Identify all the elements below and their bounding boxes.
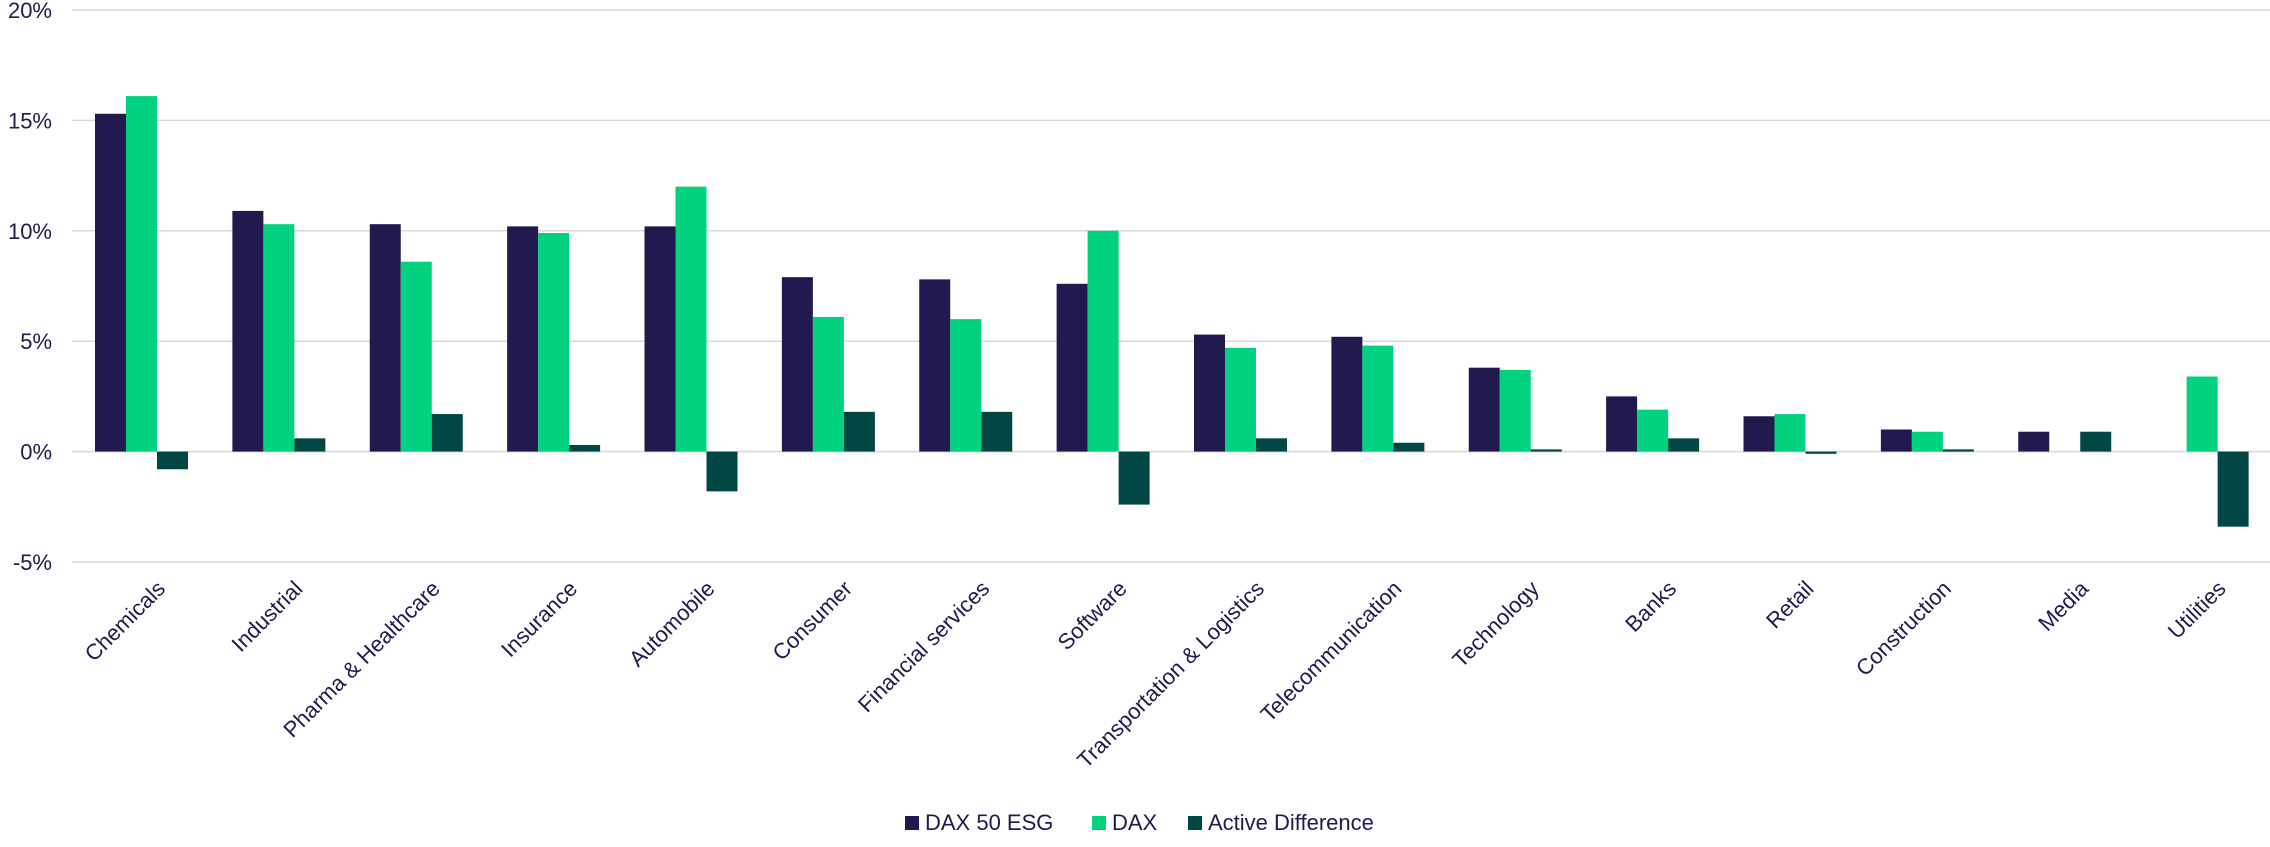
bar-dax bbox=[2186, 376, 2218, 452]
bar-active-difference bbox=[1805, 451, 1837, 454]
bar-dax bbox=[1225, 347, 1256, 452]
bar-active-difference bbox=[981, 411, 1013, 452]
x-tick-label: Industrial bbox=[227, 576, 308, 657]
bar-dax-50-esg bbox=[369, 224, 401, 452]
legend-swatch bbox=[905, 816, 919, 830]
legend-label: DAX bbox=[1112, 810, 1158, 835]
legend-label: Active Difference bbox=[1208, 810, 1374, 835]
bar-dax bbox=[126, 96, 157, 452]
bars bbox=[95, 96, 2249, 527]
y-tick-label: -5% bbox=[13, 550, 52, 575]
x-tick-label: Technology bbox=[1447, 576, 1543, 672]
bar-active-difference bbox=[706, 451, 738, 492]
y-tick-label: 0% bbox=[20, 440, 52, 465]
x-tick-label: Telecommunication bbox=[1256, 576, 1407, 727]
bar-active-difference bbox=[1942, 449, 1974, 452]
x-tick-label: Automobile bbox=[624, 576, 720, 672]
bar-dax-50-esg bbox=[644, 226, 676, 452]
bar-active-difference bbox=[1530, 449, 1562, 452]
bar-dax bbox=[1362, 345, 1394, 452]
x-tick-label: Banks bbox=[1620, 576, 1681, 637]
bar-dax bbox=[812, 316, 844, 452]
y-tick-label: 5% bbox=[20, 329, 52, 354]
bar-dax-50-esg bbox=[1743, 416, 1775, 452]
bar-dax-50-esg bbox=[507, 226, 539, 452]
bar-active-difference bbox=[1118, 451, 1150, 505]
bar-dax-50-esg bbox=[95, 113, 126, 452]
bar-active-difference bbox=[1393, 442, 1425, 452]
bar-dax bbox=[1087, 230, 1119, 452]
bar-dax-50-esg bbox=[1606, 396, 1638, 452]
bar-dax bbox=[400, 261, 432, 452]
y-tick-label: 10% bbox=[8, 219, 52, 244]
y-axis: -5% 0% 5% 10% 15% 20% bbox=[8, 0, 52, 575]
bar-dax-50-esg bbox=[2018, 431, 2050, 452]
bar-dax-50-esg bbox=[1468, 367, 1500, 452]
x-tick-label: Construction bbox=[1851, 576, 1956, 681]
x-tick-label: Utilities bbox=[2163, 576, 2231, 644]
bar-dax-50-esg bbox=[1880, 429, 1912, 452]
x-tick-label: Software bbox=[1053, 576, 1132, 655]
y-tick-label: 15% bbox=[8, 108, 52, 133]
bar-active-difference bbox=[294, 438, 326, 452]
bar-dax-50-esg bbox=[919, 279, 951, 452]
bar-dax-50-esg bbox=[232, 210, 264, 452]
bar-active-difference bbox=[2217, 451, 2249, 527]
bar-dax bbox=[1499, 369, 1531, 452]
bar-dax-50-esg bbox=[1331, 336, 1363, 452]
bar-dax bbox=[950, 319, 982, 452]
bar-active-difference bbox=[431, 414, 463, 452]
bar-dax bbox=[1774, 414, 1806, 452]
bar-dax bbox=[1911, 431, 1943, 452]
x-tick-label: Chemicals bbox=[80, 576, 170, 666]
bar-dax bbox=[538, 233, 570, 452]
bar-active-difference bbox=[157, 451, 188, 470]
bar-active-difference bbox=[1668, 438, 1700, 452]
legend-label: DAX 50 ESG bbox=[925, 810, 1053, 835]
y-tick-label: 20% bbox=[8, 0, 52, 23]
legend-swatch bbox=[1188, 816, 1202, 830]
x-tick-label: Consumer bbox=[767, 576, 856, 665]
x-tick-label: Insurance bbox=[496, 576, 582, 662]
bar-active-difference bbox=[569, 444, 601, 452]
legend-swatch bbox=[1092, 816, 1106, 830]
x-tick-label: Media bbox=[2033, 575, 2094, 636]
bar-dax bbox=[675, 186, 707, 452]
bar-dax-50-esg bbox=[1056, 283, 1088, 452]
x-tick-label: Pharma & Healthcare bbox=[278, 576, 444, 742]
legend: DAX 50 ESG DAX Active Difference bbox=[905, 810, 1374, 835]
x-tick-label: Financial services bbox=[853, 576, 994, 717]
bar-active-difference bbox=[2080, 431, 2112, 452]
bar-dax bbox=[263, 224, 295, 452]
bar-active-difference bbox=[1256, 438, 1287, 452]
bar-active-difference bbox=[843, 411, 875, 452]
bar-dax-50-esg bbox=[781, 277, 813, 452]
bar-dax-50-esg bbox=[1194, 334, 1225, 452]
bar-dax bbox=[1637, 409, 1669, 452]
x-tick-label: Retail bbox=[1761, 576, 1818, 633]
